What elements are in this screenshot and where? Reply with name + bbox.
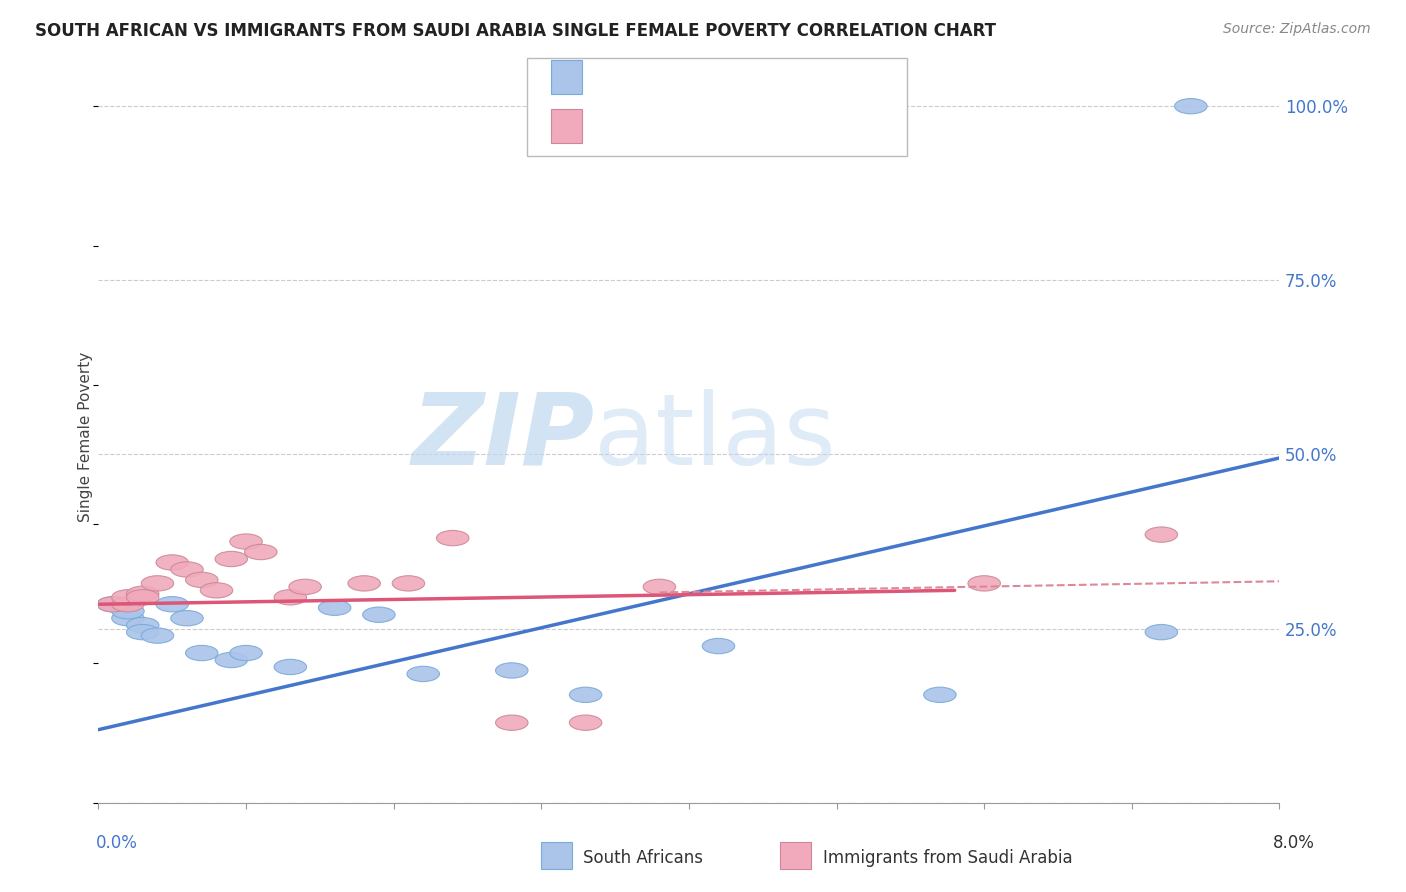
Ellipse shape [495, 663, 529, 678]
Ellipse shape [111, 590, 145, 605]
Ellipse shape [436, 531, 470, 546]
Ellipse shape [97, 597, 129, 612]
Text: ZIP: ZIP [412, 389, 595, 485]
Ellipse shape [1144, 624, 1178, 640]
Ellipse shape [215, 551, 247, 566]
Ellipse shape [392, 575, 425, 591]
Ellipse shape [245, 544, 277, 559]
Ellipse shape [569, 715, 602, 731]
Ellipse shape [702, 639, 735, 654]
Text: 0.0%: 0.0% [96, 834, 138, 852]
Ellipse shape [569, 687, 602, 703]
Y-axis label: Single Female Poverty: Single Female Poverty [77, 352, 93, 522]
Ellipse shape [274, 659, 307, 674]
Ellipse shape [186, 646, 218, 661]
Ellipse shape [127, 624, 159, 640]
Text: R = 0.074   N = 23: R = 0.074 N = 23 [596, 117, 766, 135]
Ellipse shape [924, 687, 956, 703]
Text: Source: ZipAtlas.com: Source: ZipAtlas.com [1223, 22, 1371, 37]
Ellipse shape [229, 646, 263, 661]
Ellipse shape [643, 579, 676, 594]
Ellipse shape [363, 607, 395, 623]
Ellipse shape [127, 586, 159, 601]
Ellipse shape [170, 562, 204, 577]
Ellipse shape [127, 590, 159, 605]
Ellipse shape [141, 628, 174, 643]
Ellipse shape [318, 600, 352, 615]
Text: atlas: atlas [595, 389, 837, 485]
Ellipse shape [111, 604, 145, 619]
Ellipse shape [288, 579, 322, 594]
Text: R = 0.525   N = 20: R = 0.525 N = 20 [596, 68, 766, 86]
Ellipse shape [347, 575, 381, 591]
Ellipse shape [186, 573, 218, 588]
Ellipse shape [229, 534, 263, 549]
Ellipse shape [1174, 98, 1208, 114]
Text: South Africans: South Africans [583, 849, 703, 867]
Ellipse shape [170, 610, 204, 626]
Text: Immigrants from Saudi Arabia: Immigrants from Saudi Arabia [823, 849, 1073, 867]
Ellipse shape [1144, 527, 1178, 542]
Ellipse shape [141, 575, 174, 591]
Ellipse shape [127, 617, 159, 632]
Ellipse shape [215, 652, 247, 667]
Ellipse shape [967, 575, 1001, 591]
Ellipse shape [406, 666, 440, 681]
Ellipse shape [111, 597, 145, 612]
Text: SOUTH AFRICAN VS IMMIGRANTS FROM SAUDI ARABIA SINGLE FEMALE POVERTY CORRELATION : SOUTH AFRICAN VS IMMIGRANTS FROM SAUDI A… [35, 22, 995, 40]
Ellipse shape [97, 597, 129, 612]
Ellipse shape [156, 597, 188, 612]
Text: 8.0%: 8.0% [1272, 834, 1315, 852]
Ellipse shape [495, 715, 529, 731]
Ellipse shape [200, 582, 233, 598]
Ellipse shape [111, 610, 145, 626]
Ellipse shape [274, 590, 307, 605]
Ellipse shape [156, 555, 188, 570]
